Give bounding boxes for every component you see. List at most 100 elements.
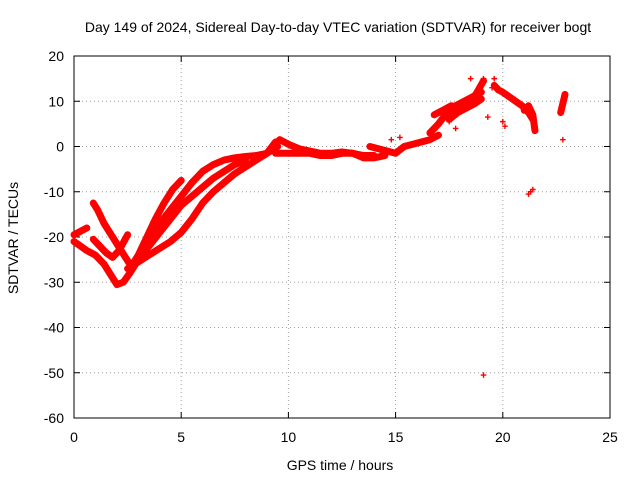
data-point [109,234,116,240]
data-point [525,102,532,109]
data-point [512,98,519,105]
y-tick-label: -40 [44,320,64,336]
data-point [530,112,536,118]
data-point [328,152,335,159]
data-point [409,141,416,148]
data-point [242,164,249,170]
data-point [178,229,184,236]
data-point [90,200,97,206]
data-point [114,281,120,288]
data-point [101,261,107,267]
data-point [77,243,84,249]
data-point [339,150,345,157]
series-trace [70,224,91,239]
data-point [500,89,506,95]
y-tick-label: -30 [44,274,64,290]
chart-title: Day 149 of 2024, Sidereal Day-to-day VTE… [85,19,591,35]
data-point [452,125,459,132]
data-point [272,150,279,157]
data-point [189,179,195,186]
data-points [70,75,569,378]
axis-ticks: 0 5 10 15 20 25 -60 -50 -40 -30 -20 -10 0 10 20 [44,48,618,445]
data-point [189,193,195,200]
data-point [557,109,564,116]
data-point [210,161,217,168]
series-trace [89,199,134,268]
y-tick-label: -50 [44,365,64,381]
data-point [96,243,103,249]
data-point [152,216,159,222]
data-point [221,179,227,186]
data-point [242,153,249,160]
data-point [484,114,491,120]
data-point [392,150,399,157]
data-point [103,250,109,256]
data-point [84,247,90,254]
data-point [94,207,101,213]
data-point [135,252,142,258]
series-track-b [70,224,91,239]
series-trace [70,156,250,289]
data-point [156,245,163,252]
y-tick-label: 0 [56,139,64,155]
data-point [120,279,127,286]
data-point [560,136,566,143]
data-point [480,75,487,82]
data-point [109,274,116,281]
data-point [90,236,97,243]
data-point [92,252,99,258]
data-point [317,152,324,159]
y-tick-label: 20 [48,48,64,64]
data-point [178,177,184,184]
data-point [463,105,470,111]
data-point [500,118,506,125]
data-point [124,231,131,238]
x-tick-label: 10 [281,429,297,445]
data-point [427,136,433,143]
data-point [474,89,480,95]
data-point [167,238,174,245]
data-point [277,136,283,143]
data-point [384,148,390,154]
series-track-j [366,131,442,157]
data-point [189,216,195,222]
data-point [169,186,176,193]
series-track-g [124,143,282,273]
data-point [124,265,131,272]
data-point [388,136,395,143]
data-point [298,150,305,157]
data-point [289,150,296,157]
data-point [472,100,478,107]
data-point [560,100,566,107]
data-point [167,207,174,213]
x-tick-label: 25 [602,429,618,445]
data-point [232,155,238,161]
data-point [199,200,206,206]
data-point [178,202,184,209]
data-point [232,161,238,168]
y-tick-label: 10 [48,93,64,109]
data-point [210,175,217,181]
data-point [199,184,206,191]
data-point [401,143,407,150]
grid [74,56,610,418]
data-point [397,134,403,141]
data-point [178,193,184,200]
data-point [454,109,461,116]
x-tick-label: 0 [70,429,78,445]
data-point [71,231,77,238]
data-point [427,130,433,136]
data-point [253,157,260,163]
series-outliers [388,75,566,378]
data-point [562,91,568,98]
data-point [75,229,82,236]
data-point [307,150,313,157]
data-point [446,118,452,125]
data-point [264,150,270,157]
data-point [495,87,502,93]
data-point [161,200,167,206]
data-point [435,121,442,127]
series-track-o [520,102,539,135]
data-point [221,168,227,175]
data-point [461,98,468,105]
